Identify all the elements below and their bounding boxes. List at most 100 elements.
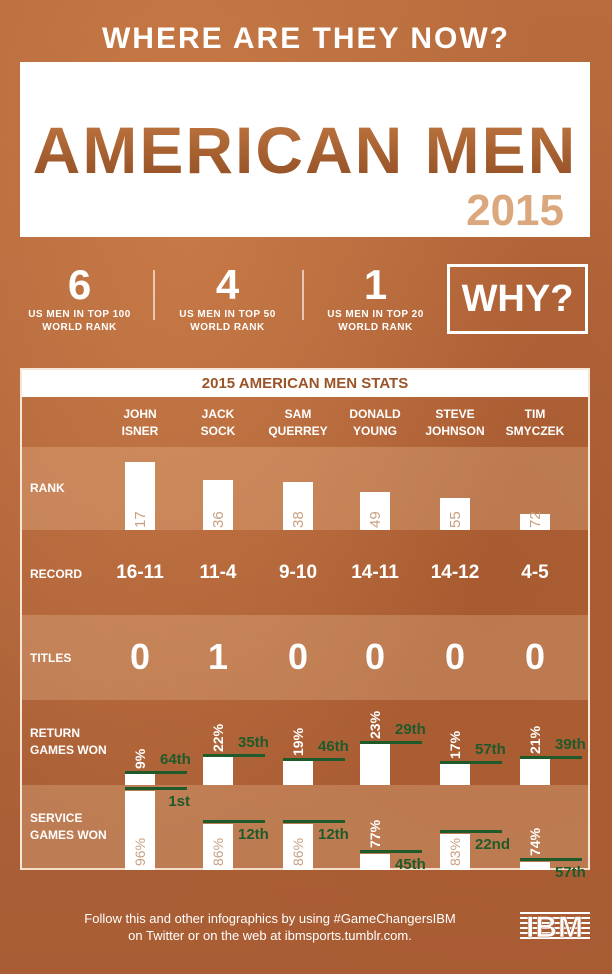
return-rank-line (203, 754, 265, 758)
service-rank: 12th (318, 825, 349, 843)
titles-value: 0 (364, 636, 386, 677)
service-rank: 12th (238, 825, 269, 843)
player-last-name: QUERREY (268, 424, 328, 438)
return-rank-line (360, 741, 422, 745)
return-rank-line (440, 760, 502, 764)
rank-value: 17 (132, 511, 149, 528)
row-label-titles: TITLES (30, 651, 72, 665)
why-button[interactable]: WHY? (447, 264, 588, 334)
service-pct: 83% (447, 837, 463, 866)
service-bar (360, 853, 390, 870)
row-label-line: GAMES WON (30, 828, 107, 842)
stat-label: US MEN IN TOP 50 (179, 309, 276, 320)
stat-top50: 4 US MEN IN TOP 50 WORLD RANK (160, 262, 295, 334)
rank-value: 49 (367, 511, 384, 528)
return-bar (520, 757, 550, 785)
return-bar (440, 762, 470, 785)
return-rank: 35th (238, 734, 269, 752)
stat-label: US MEN IN TOP 100 (28, 309, 131, 320)
row-label-line: GAMES WON (30, 743, 107, 757)
return-pct: 19% (290, 728, 306, 757)
stat-number: 6 (67, 261, 92, 308)
return-pct: 9% (132, 749, 148, 770)
return-rank: 64th (160, 751, 191, 769)
titles-value: 0 (129, 636, 151, 677)
service-rank-line (360, 849, 422, 853)
return-pct: 23% (367, 711, 383, 740)
footer-line: Follow this and other infographics by us… (84, 911, 456, 926)
rank-bar: 49 (360, 492, 390, 530)
record-value: 11-4 (199, 562, 237, 583)
record-value: 14-11 (351, 562, 399, 583)
record-value: 14-12 (430, 562, 480, 583)
player-first-name: JACK (201, 407, 235, 421)
service-bar (203, 823, 233, 870)
row-label-line: SERVICE (30, 811, 83, 825)
return-bar (283, 760, 313, 785)
stat-top20: 1 US MEN IN TOP 20 WORLD RANK (308, 262, 443, 334)
row-label-service: SERVICE GAMES WON (30, 810, 107, 844)
row-label-rank: RANK (30, 481, 65, 495)
player-first-name: SAM (284, 407, 312, 421)
return-bar (360, 743, 390, 785)
return-rank-line (520, 755, 582, 759)
service-rank: 1st (168, 792, 190, 810)
row-label-record: RECORD (30, 567, 83, 581)
ibm-logo: IBM (520, 911, 590, 940)
titles-band (22, 615, 588, 700)
footer-line: on Twitter or on the web at ibmsports.tu… (128, 928, 412, 943)
footer: Follow this and other infographics by us… (40, 910, 500, 944)
rank-value: 72 (527, 511, 544, 528)
table-title: 2015 AMERICAN MEN STATS (22, 370, 588, 397)
return-rank: 39th (555, 735, 586, 753)
service-bar (283, 823, 313, 870)
player-first-name: TIM (524, 407, 546, 421)
svg-text:IBM: IBM (526, 911, 584, 940)
stat-top100: 6 US MEN IN TOP 100 WORLD RANK (12, 262, 147, 334)
return-rank: 57th (475, 740, 506, 758)
row-label-return: RETURN GAMES WON (30, 725, 107, 759)
service-pct: 86% (290, 837, 306, 866)
player-last-name: SMYCZEK (505, 424, 565, 438)
titles-value: 0 (524, 636, 546, 677)
stat-number: 1 (363, 261, 388, 308)
return-rank-line (283, 758, 345, 762)
rank-bar: 36 (203, 480, 233, 530)
rank-bar: 72 (520, 511, 550, 530)
divider (153, 270, 155, 320)
stat-label: US MEN IN TOP 20 (327, 309, 424, 320)
return-rank-line (125, 771, 187, 775)
service-rank-line (440, 829, 502, 833)
titles-value: 0 (287, 636, 309, 677)
service-pct: 77% (367, 819, 383, 848)
hero-title: AMERICAN MEN (20, 112, 590, 188)
return-pct: 22% (210, 724, 226, 753)
service-pct: 74% (527, 827, 543, 856)
service-rank-line (125, 786, 187, 790)
stat-label: WORLD RANK (190, 322, 265, 333)
service-rank-line (283, 819, 345, 823)
player-last-name: JOHNSON (425, 424, 485, 438)
player-last-name: ISNER (121, 424, 159, 438)
rank-bar: 38 (283, 481, 313, 530)
service-rank: 22nd (475, 835, 511, 853)
service-rank-line (203, 819, 265, 823)
player-last-name: SOCK (200, 424, 236, 438)
service-rank-line (520, 858, 582, 861)
hero-year: 2015 (466, 186, 564, 235)
return-pct: 17% (447, 730, 463, 759)
record-value: 4-5 (521, 562, 549, 583)
titles-value: 1 (207, 636, 229, 677)
record-value: 9-10 (278, 562, 318, 583)
record-value: 16-11 (116, 562, 164, 583)
service-bar (520, 862, 550, 870)
rank-bar: 55 (440, 497, 470, 530)
rank-value: 55 (447, 511, 464, 528)
return-bar (203, 756, 233, 785)
service-bar (125, 790, 155, 870)
hero-box: AMERICAN MEN 2015 (20, 62, 590, 237)
stats-table: 2015 AMERICAN MEN STATS RANK RECORD TITL… (20, 368, 590, 881)
player-first-name: JOHN (123, 407, 157, 421)
divider (302, 270, 304, 320)
return-pct: 21% (527, 725, 543, 754)
